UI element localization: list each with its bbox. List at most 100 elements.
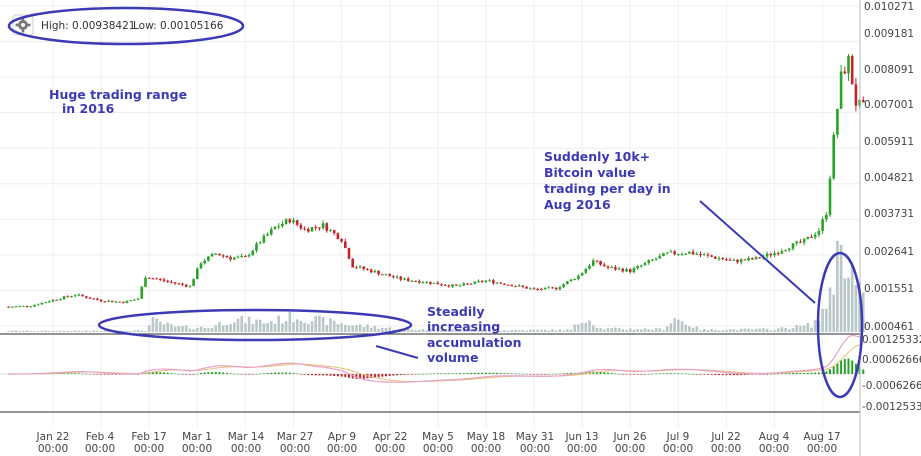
candle-up bbox=[847, 56, 850, 74]
volume-bar bbox=[51, 330, 55, 332]
candle-up bbox=[573, 279, 576, 281]
volume-bar bbox=[799, 325, 802, 332]
macd-histogram-bar bbox=[174, 373, 177, 375]
candle-up bbox=[828, 178, 832, 215]
macd-histogram-bar bbox=[795, 372, 798, 374]
macd-histogram-bar bbox=[636, 374, 639, 375]
macd-histogram-bar bbox=[159, 372, 162, 374]
volume-bar bbox=[177, 325, 181, 332]
macd-histogram-bar bbox=[706, 374, 709, 375]
macd-histogram-bar bbox=[259, 373, 262, 375]
macd-histogram-bar bbox=[96, 374, 99, 375]
candle-down bbox=[469, 283, 473, 285]
volume-bar bbox=[70, 331, 73, 332]
price-tick-label: 0.004821 bbox=[864, 172, 914, 184]
macd-histogram-bar bbox=[806, 372, 809, 374]
volume-bar bbox=[547, 330, 551, 332]
candle-up bbox=[651, 259, 654, 261]
volume-bar bbox=[347, 325, 351, 332]
candle-up bbox=[29, 306, 33, 308]
volume-bar bbox=[506, 330, 510, 332]
macd-histogram-bar bbox=[288, 372, 291, 374]
volume-bar bbox=[318, 315, 321, 332]
x-tick-time: 00:00 bbox=[807, 443, 837, 455]
macd-histogram-bar bbox=[414, 374, 417, 375]
volume-bar bbox=[621, 329, 625, 332]
candle-up bbox=[577, 275, 580, 280]
candle-up bbox=[44, 302, 47, 304]
candle-down bbox=[299, 224, 303, 229]
candle-up bbox=[788, 248, 791, 251]
volume-bars bbox=[7, 240, 865, 332]
candle-up bbox=[625, 269, 628, 272]
volume-bar bbox=[81, 331, 84, 332]
macd-histogram-bar bbox=[718, 374, 720, 376]
candle-up bbox=[580, 272, 584, 276]
x-tick-date: Aug 17 bbox=[803, 431, 840, 443]
volume-bar bbox=[332, 320, 336, 332]
gear-icon[interactable] bbox=[15, 17, 31, 33]
macd-histogram-bar bbox=[296, 373, 299, 375]
volume-bar bbox=[221, 325, 225, 332]
candle-up bbox=[795, 241, 798, 244]
candle-down bbox=[318, 227, 321, 229]
volume-bar bbox=[573, 324, 576, 332]
macd-histogram-bar bbox=[392, 374, 395, 376]
price-tick-label: 0.005911 bbox=[864, 136, 914, 148]
candle-down bbox=[599, 260, 602, 265]
candle-up bbox=[240, 255, 243, 257]
macd-histogram-bar bbox=[496, 372, 498, 374]
macd-histogram-bar bbox=[703, 374, 706, 375]
volume-bar bbox=[258, 319, 262, 332]
macd-histogram-bar bbox=[533, 374, 535, 375]
candle-up bbox=[765, 253, 769, 257]
macd-histogram-bar bbox=[570, 372, 572, 374]
volume-bar bbox=[288, 311, 292, 332]
macd-histogram-bar bbox=[607, 372, 609, 374]
candle-up bbox=[647, 260, 650, 263]
macd-histogram-bar bbox=[137, 374, 140, 375]
volume-bar bbox=[270, 321, 273, 332]
volume-bar bbox=[554, 330, 558, 332]
candle-down bbox=[743, 259, 747, 261]
macd-histogram-bar bbox=[603, 372, 606, 374]
macd-histogram-bar bbox=[684, 373, 687, 375]
candle-down bbox=[514, 286, 517, 288]
macd-axis: 0.00125332 0.00062666 -0.00062666 -0.001… bbox=[862, 334, 921, 413]
volume-bar bbox=[595, 327, 599, 332]
volume-bar bbox=[810, 327, 813, 332]
macd-histogram-bar bbox=[192, 374, 195, 375]
volume-bar bbox=[843, 278, 847, 332]
macd-histogram-bar bbox=[692, 373, 695, 375]
volume-bar bbox=[362, 327, 366, 332]
candle-down bbox=[392, 276, 395, 278]
volume-bar bbox=[529, 329, 532, 332]
candle-up bbox=[421, 282, 425, 284]
macd-histogram-bar bbox=[784, 373, 787, 374]
candle-down bbox=[447, 285, 451, 287]
volume-bar bbox=[591, 325, 595, 332]
macd-histogram-bar bbox=[381, 374, 384, 377]
macd-histogram-bar bbox=[407, 374, 410, 375]
macd-histogram-bar bbox=[203, 372, 206, 374]
candle-down bbox=[295, 220, 299, 225]
candle-up bbox=[610, 267, 613, 269]
macd-histogram-bar bbox=[584, 372, 587, 374]
candle-up bbox=[695, 253, 699, 255]
candle-down bbox=[418, 281, 421, 283]
macd-histogram-bar bbox=[89, 373, 91, 375]
volume-bar bbox=[828, 287, 832, 332]
macd-histogram-bar bbox=[777, 373, 780, 375]
volume-bar bbox=[11, 330, 14, 332]
volume-bar bbox=[133, 330, 136, 332]
candle-up bbox=[495, 282, 499, 284]
spike-annotation-line4: Aug 2016 bbox=[544, 197, 611, 212]
candle-down bbox=[614, 267, 617, 270]
candle-down bbox=[710, 255, 713, 257]
macd-histogram-bar bbox=[669, 373, 672, 374]
volume-bar bbox=[136, 330, 140, 332]
macd-histogram-bar bbox=[325, 374, 328, 376]
spike-annotation-line3: trading per day in bbox=[544, 181, 671, 196]
volume-bar bbox=[314, 316, 317, 332]
volume-bar bbox=[784, 327, 787, 332]
